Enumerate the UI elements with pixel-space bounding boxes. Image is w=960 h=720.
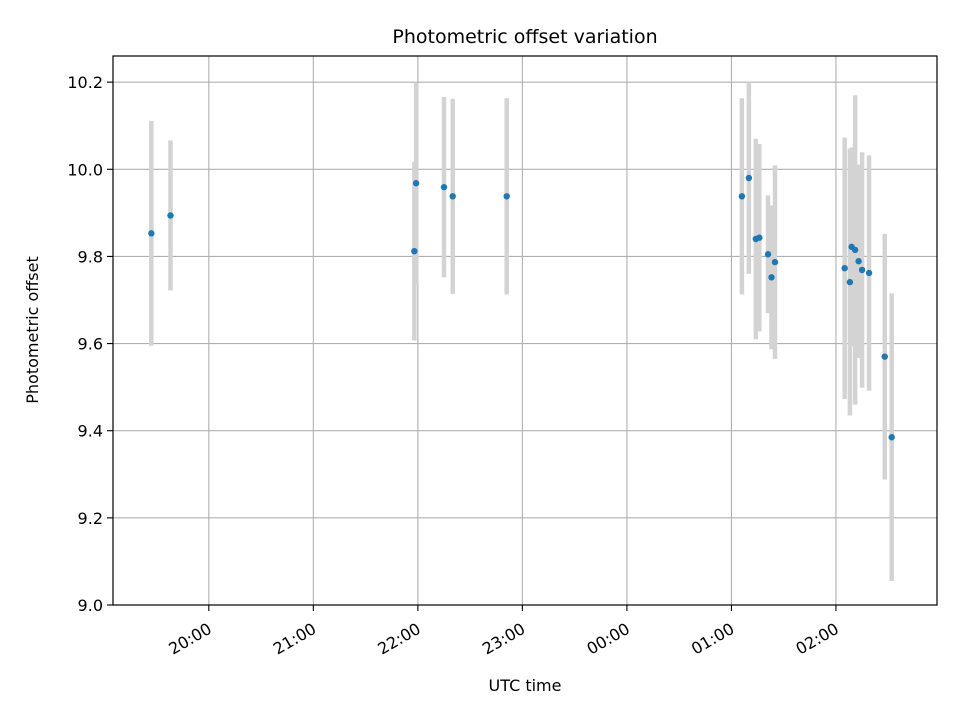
data-point: [771, 258, 779, 266]
y-tick-label: 9.0: [78, 596, 103, 615]
data-point: [768, 274, 775, 281]
data-point: [841, 264, 848, 272]
y-axis: 9.0 9.2 9.4 9.6 9.8 10.0 10.2: [67, 73, 113, 615]
y-tick-label: 10.2: [67, 73, 103, 92]
y-tick-label: 9.2: [78, 509, 103, 528]
y-tick-label: 9.8: [78, 247, 103, 266]
x-axis-label: UTC time: [489, 676, 562, 695]
data-point: [745, 174, 753, 182]
data-point: [148, 230, 155, 237]
y-axis-label: Photometric offset: [23, 256, 42, 404]
data-point: [440, 183, 448, 191]
data-point: [412, 180, 420, 187]
data-point: [167, 212, 174, 219]
data-point: [503, 193, 510, 200]
data-point: [855, 258, 862, 265]
y-tick-label: 9.4: [78, 422, 103, 441]
data-point: [858, 266, 866, 274]
data-point: [411, 248, 418, 255]
data-point: [764, 251, 772, 258]
data-point: [756, 234, 763, 241]
plot-frame: [112, 55, 938, 606]
data-point: [846, 278, 854, 286]
data-point: [865, 269, 873, 277]
data-point: [851, 246, 859, 254]
data-point: [449, 193, 456, 200]
chart-title: Photometric offset variation: [392, 26, 657, 48]
data-point: [881, 353, 888, 360]
data-points: [148, 174, 895, 441]
data-point: [888, 434, 895, 441]
y-tick-label: 9.6: [78, 335, 103, 354]
y-grid: [113, 81, 937, 606]
data-point: [738, 193, 746, 200]
y-tick-label: 10.0: [67, 160, 103, 179]
